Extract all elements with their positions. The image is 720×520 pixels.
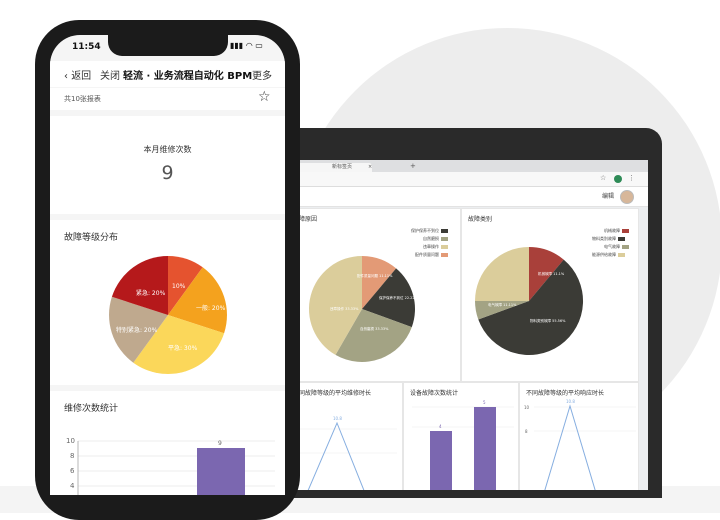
slice-label: 保护保养不到位 22.22%: [379, 295, 419, 300]
bar-label: 4: [439, 424, 442, 429]
tick-label: 10: [66, 437, 75, 445]
repair-count-bar-chart: 10 8 6 4 9: [66, 437, 275, 495]
device-fault-bar-chart: 4 5: [412, 400, 514, 490]
legend-item: 自然磨损: [423, 236, 448, 242]
legend-item: 配件质量问题: [415, 252, 448, 258]
legend-item: 能源供给故障: [592, 252, 625, 258]
more-button[interactable]: 更多: [252, 71, 272, 82]
phone-screen: 11:54 ▮▮▮ ◠ ▭ ‹ 返回 关闭 轻流 · 业务流程自动化 BPM 更…: [50, 35, 285, 495]
slice-label: 一般: 20%: [196, 304, 226, 312]
legend-item: 电气故障: [604, 244, 629, 250]
report-count-bar: 共10张报表 ☆: [50, 88, 285, 110]
back-button[interactable]: ‹ 返回: [64, 71, 92, 82]
slice-label: 电气故障 11.11%: [488, 302, 517, 307]
fault-level-pie: 10% 一般: 20% 平急: 30% 特别紧急: 20% 紧急: 20%: [109, 256, 227, 374]
browser-tabbar: 新标签页 × +: [266, 160, 648, 172]
report-count: 共10张报表: [64, 95, 101, 103]
legend-item: 保护保养不到位: [411, 228, 448, 234]
card-avg-response: 不同故障等级的平均响应时长 10 8 10.8: [519, 382, 639, 490]
card-title: 不同故障等级的平均维修时长: [293, 390, 372, 397]
pie-slice: [529, 247, 564, 301]
page-title: 轻流 · 业务流程自动化 BPM: [123, 71, 253, 82]
laptop-screen: 新标签页 × + ☆ ⋮ 编辑 故障原因 保护保养不到位 自然磨损 违章操作 配…: [266, 160, 648, 490]
tick-label: 6: [70, 467, 75, 475]
user-avatar[interactable]: [620, 190, 634, 204]
tick-label: 8: [70, 452, 74, 460]
favorite-star-icon[interactable]: ☆: [258, 89, 271, 105]
report-toolbar: 编辑: [266, 187, 648, 207]
bar: [474, 407, 496, 490]
slice-label: 自然磨损 33.33%: [360, 326, 389, 331]
tick-label: 10: [524, 405, 530, 410]
avg-repair-line-chart: 10.8: [297, 416, 397, 490]
card-avg-repair: 不同故障等级的平均维修时长 10.8: [286, 382, 403, 490]
pie-slice: [335, 309, 412, 362]
series-line: [307, 421, 365, 490]
bar-label: 5: [483, 400, 486, 405]
avg-response-line-chart: 10 8 10.8: [524, 399, 636, 490]
slice-label: 机械故障 11.1%: [538, 271, 565, 276]
status-icons: ▮▮▮ ◠ ▭: [230, 41, 263, 50]
fault-cause-pie: 配件质量问题 11.11% 保护保养不到位 22.22% 自然磨损 33.33%…: [308, 255, 419, 362]
bar-label: 9: [218, 440, 222, 447]
slice-label: 10%: [172, 283, 186, 290]
series-line: [544, 404, 596, 490]
fault-category-pie: 机械故障 11.1% 物料类别故障 55.56% 电气故障 11.11%: [475, 247, 584, 356]
card-fault-category: 故障类别 机械故障 物料类别故障 电气故障 能源供给故障 机械故障 11.1% …: [461, 208, 639, 382]
browser-tab-title: 新标签页: [332, 164, 353, 170]
tick-label: 4: [70, 482, 75, 490]
address-bar[interactable]: ☆ ⋮: [266, 172, 648, 187]
tick-label: 8: [525, 429, 528, 434]
pie-slice: [111, 256, 168, 315]
card-title: 故障类别: [468, 216, 493, 223]
card-device-fault: 设备故障次数统计 4 5: [403, 382, 519, 490]
nav-bar: ‹ 返回 关闭 轻流 · 业务流程自动化 BPM 更多: [50, 61, 285, 87]
slice-label: 配件质量问题 11.11%: [357, 273, 393, 278]
legend-item: 物料类别故障: [592, 236, 625, 242]
slice-label: 紧急: 20%: [136, 289, 166, 297]
bookmark-star-icon[interactable]: ☆: [600, 174, 607, 182]
phone-notch: [108, 35, 228, 56]
kpi-block: 本月维修次数 9: [50, 116, 285, 214]
pie-slice: [362, 268, 415, 328]
tab-close-icon[interactable]: ×: [368, 164, 373, 170]
card-title: 设备故障次数统计: [410, 390, 459, 397]
slice-label: 违章操作 33.33%: [330, 306, 359, 311]
legend-item: 违章操作: [423, 244, 448, 250]
pie-slice: [109, 296, 168, 363]
bar: [430, 431, 452, 490]
card-fault-cause: 故障原因 保护保养不到位 自然磨损 违章操作 配件质量问题 配件质量问题 11.…: [286, 208, 461, 382]
browser-menu-icon[interactable]: ⋮: [628, 174, 635, 182]
repair-count-block: 维修次数统计 10 8 6 4 9: [50, 391, 285, 495]
card-title: 故障原因: [293, 216, 318, 223]
pie-slice: [362, 255, 397, 309]
slice-label: 平急: 30%: [168, 344, 198, 352]
pie-slice: [475, 301, 529, 320]
section-title: 维修次数统计: [64, 404, 119, 414]
kpi-value: 9: [161, 162, 174, 184]
peak-label: 10.8: [566, 399, 575, 404]
browser-tab[interactable]: 新标签页 ×: [272, 163, 372, 172]
new-tab-icon[interactable]: +: [410, 162, 416, 170]
fault-level-block: 故障等级分布 10% 一般: 20% 平急: 30% 特别紧急: 20% 紧急:…: [50, 220, 285, 385]
slice-label: 物料类别故障 55.56%: [530, 318, 566, 323]
pie-slice: [478, 259, 584, 356]
peak-label: 10.8: [333, 416, 342, 421]
slice-label: 特别紧急: 20%: [116, 326, 158, 334]
legend-item: 机械故障: [604, 228, 629, 234]
pie-slice: [308, 256, 362, 355]
pie-slice: [168, 256, 203, 315]
edit-button[interactable]: 编辑: [602, 193, 615, 200]
status-time: 11:54: [72, 42, 101, 52]
pie-slice: [475, 247, 529, 301]
section-title: 故障等级分布: [64, 233, 119, 243]
profile-dot-icon[interactable]: [614, 175, 622, 183]
card-title: 不同故障等级的平均响应时长: [526, 390, 605, 397]
pie-slice: [168, 267, 227, 334]
bar: [197, 448, 245, 495]
close-button[interactable]: 关闭: [100, 71, 120, 82]
kpi-label: 本月维修次数: [143, 145, 192, 154]
chevron-left-icon: ‹: [64, 71, 68, 82]
pie-slice: [133, 315, 225, 374]
